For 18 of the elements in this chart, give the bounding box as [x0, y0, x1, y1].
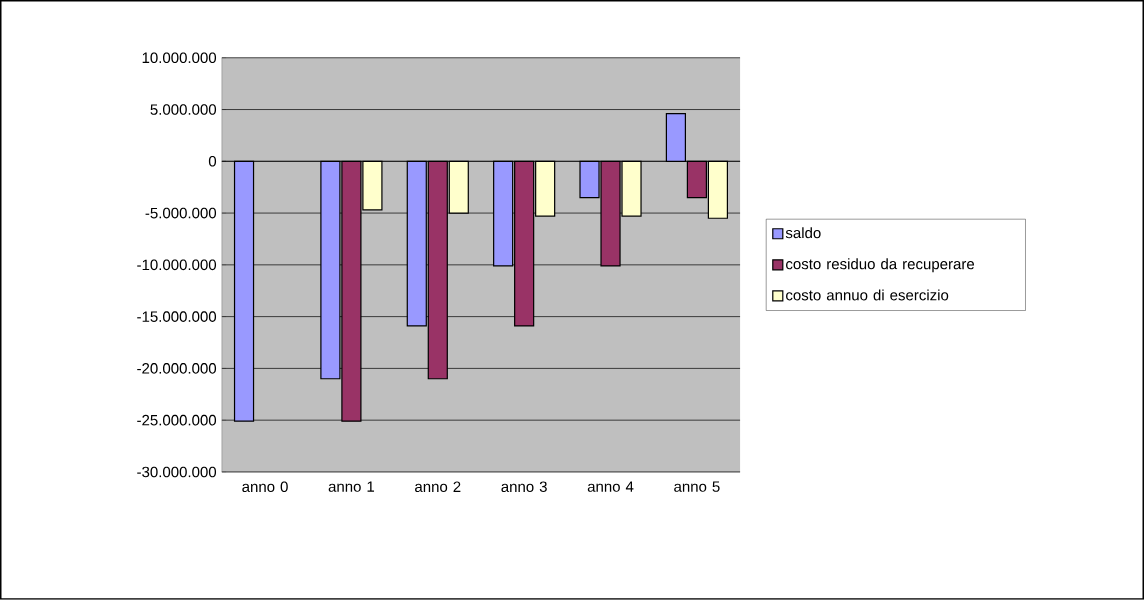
- x-tick-label: anno 5: [674, 481, 720, 492]
- y-tick-label: 0: [208, 156, 217, 167]
- x-tick-label: anno 0: [242, 481, 288, 493]
- y-tick-label: -25.000.000: [137, 414, 217, 426]
- y-tick-label: -10.000.000: [137, 259, 217, 271]
- y-tick-label: -5.000.000: [145, 207, 217, 219]
- legend-label: costo residuo da recuperare: [786, 258, 975, 273]
- y-tick-label: -15.000.000: [137, 311, 217, 323]
- x-tick-label: anno 4: [587, 481, 634, 492]
- x-tick-label: anno 2: [415, 481, 461, 493]
- legend-label: saldo: [785, 227, 821, 239]
- y-tick-label: 5.000.000: [150, 104, 217, 115]
- x-tick-label: anno 1: [328, 481, 375, 492]
- x-tick-label: anno 3: [501, 481, 547, 493]
- legend-label: costo annuo di esercizio: [786, 289, 949, 301]
- y-tick-label: -20.000.000: [137, 363, 217, 374]
- y-tick-label: 10.000.000: [142, 52, 217, 64]
- y-tick-label: -30.000.000: [137, 466, 217, 478]
